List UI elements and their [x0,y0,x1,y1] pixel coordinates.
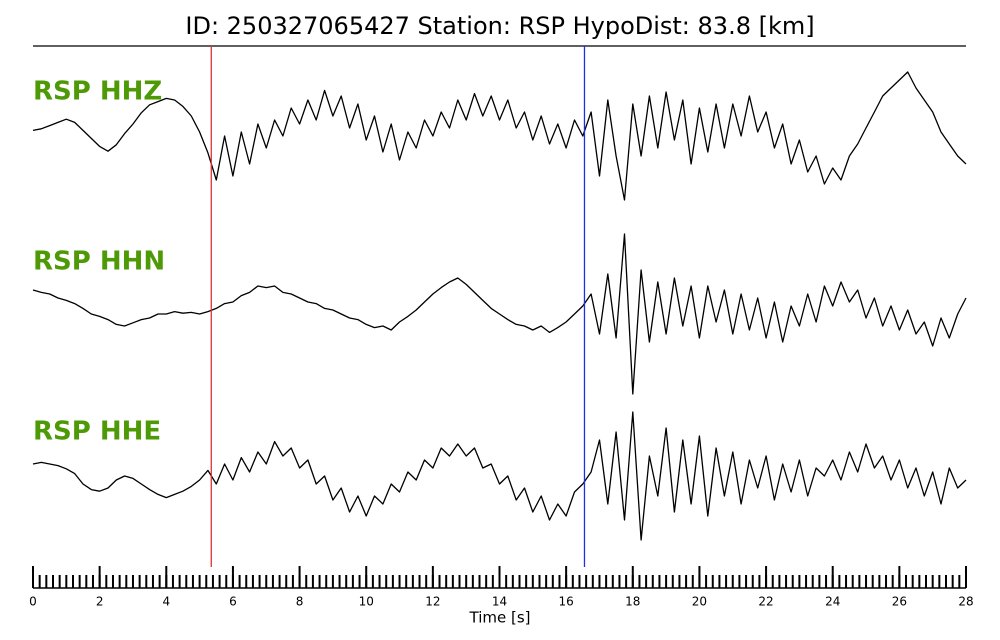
trace [32,233,967,395]
x-tick-label: 4 [162,595,170,609]
x-axis-label: Time [s] [469,609,531,627]
x-tick-label: 18 [625,595,640,609]
trace-label: RSP HHE [33,417,161,447]
chart-title: ID: 250327065427 Station: RSP HypoDist: … [185,12,814,40]
x-tick-label: 14 [492,595,507,609]
x-tick-label: 26 [892,595,907,609]
trace [32,411,967,541]
x-tick-label: 8 [296,595,304,609]
x-tick-label: 2 [96,595,104,609]
x-tick-label: 22 [758,595,773,609]
x-tick-label: 12 [425,595,440,609]
x-tick-label: 28 [958,595,973,609]
trace-label: RSP HHZ [33,77,162,107]
x-tick-label: 20 [692,595,707,609]
x-tick-label: 10 [359,595,374,609]
trace [32,71,967,201]
trace-label: RSP HHN [33,247,165,277]
x-tick-label: 6 [229,595,237,609]
x-tick-label: 16 [559,595,574,609]
x-tick-label: 0 [29,595,37,609]
x-tick-label: 24 [825,595,840,609]
